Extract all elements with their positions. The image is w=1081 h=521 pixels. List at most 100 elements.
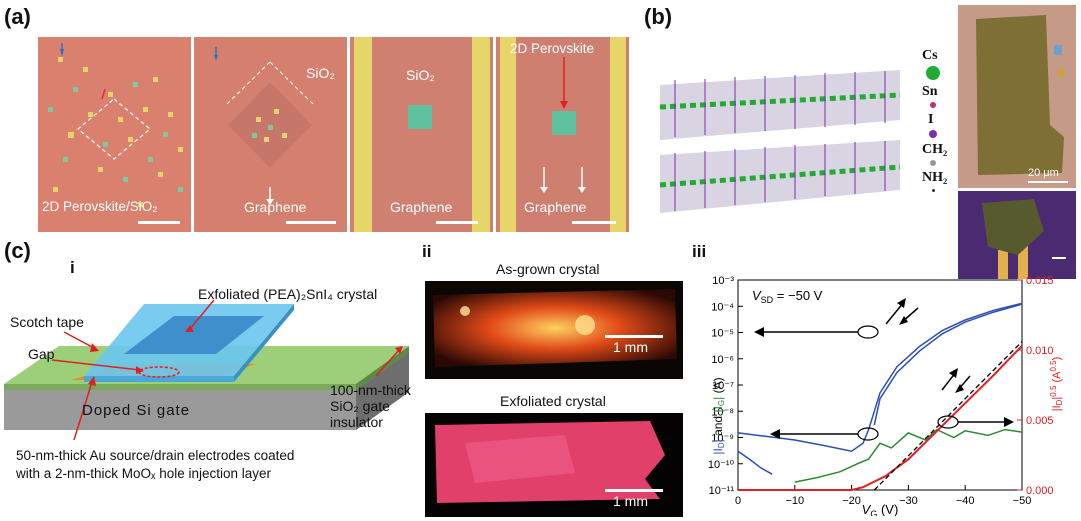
subpanel-ii-label: ii xyxy=(422,242,432,261)
y-right-tick-label: 0.015 xyxy=(1026,275,1054,287)
y-right-tick-label: 0.010 xyxy=(1026,345,1054,357)
scale-label-top: 1 mm xyxy=(613,339,648,355)
legend-nh2-label: NH₂ xyxy=(922,170,948,185)
tile-a4-top-label: 2D Perovskite xyxy=(510,41,595,56)
series-line-1 xyxy=(873,303,1023,426)
y-left-tick-label: 10⁻⁹ xyxy=(711,433,734,445)
series-line-2 xyxy=(737,450,773,475)
series-line-0 xyxy=(737,302,1023,452)
legend-ch2-swatch xyxy=(930,160,936,166)
x-axis-label: VG (V) xyxy=(862,502,899,516)
series-line-3 xyxy=(794,428,1023,483)
panel-b-letter: (b) xyxy=(644,4,673,29)
tile-a4-bottom-label: Graphene xyxy=(524,199,587,215)
subpanel-iii-label: iii xyxy=(692,242,707,261)
tile-a3-bottom-label: Graphene xyxy=(390,199,453,215)
legend-sn-swatch xyxy=(930,102,936,108)
electrode-label-1: 50-nm-thick Au source/drain electrodes c… xyxy=(16,448,295,463)
y-right-tick-label: 0.005 xyxy=(1026,415,1054,427)
x-tick-label: −40 xyxy=(956,495,975,507)
y-axis-right-label: |ID|0.5 (A0.5) xyxy=(1049,357,1064,412)
flakes-scatter-a1 xyxy=(48,43,183,207)
tape-label: Scotch tape xyxy=(10,314,84,330)
scale-bar-photo-top xyxy=(605,335,663,338)
electrode-left-a4 xyxy=(500,37,516,232)
electrode-left-b xyxy=(998,235,1008,279)
scale-label-bottom: 1 mm xyxy=(613,493,648,509)
micrograph-a1: 2D Perovskite/SiO₂ xyxy=(38,37,191,232)
legend-cs-swatch xyxy=(926,66,940,80)
crystal-label: Exfoliated (PEA)₂SnI₄ crystal xyxy=(198,286,378,302)
legend-cs-label: Cs xyxy=(922,48,938,63)
chart-annotations xyxy=(754,298,1014,441)
electrode-label-2: with a 2-nm-thick MoOₓ hole injection la… xyxy=(16,466,272,481)
scale-bar-a1 xyxy=(138,221,180,224)
x-tick-label: −20 xyxy=(842,495,861,507)
micrograph-a3: SiO₂ Graphene xyxy=(350,37,493,232)
y-left-tick-label: 10⁻⁴ xyxy=(711,301,734,313)
photo-bottom-title: Exfoliated crystal xyxy=(500,393,606,409)
oxide-label-2: SiO₂ gate xyxy=(330,398,390,414)
x-tick-label: −50 xyxy=(1013,495,1032,507)
photo-exfoliated: 1 mm xyxy=(425,413,683,517)
y-right-tick-label: 0.000 xyxy=(1026,485,1054,497)
legend-nh2-swatch xyxy=(932,189,935,192)
tile-a1-label: 2D Perovskite/SiO₂ xyxy=(42,199,158,214)
lower-layer xyxy=(659,140,901,213)
legend-sn-label: Sn xyxy=(922,84,938,99)
y-left-tick-label: 10⁻⁶ xyxy=(711,354,734,366)
crystal-structure xyxy=(659,70,901,213)
photo-top-title: As-grown crystal xyxy=(496,261,600,277)
exfoliated-crystal-image xyxy=(435,421,665,503)
electrode-right-b xyxy=(1018,235,1028,279)
scale-bar-a3 xyxy=(436,221,478,224)
micrograph-a2: SiO₂ Graphene xyxy=(194,37,347,232)
gate-label: Doped Si gate xyxy=(82,402,191,419)
device-schematic xyxy=(4,299,409,441)
y-left-tick-label: 10⁻³ xyxy=(712,275,734,287)
y-left-tick-label: 10⁻⁸ xyxy=(711,406,734,418)
flake-b-bottom xyxy=(982,199,1044,255)
flake-b-top xyxy=(976,15,1064,175)
scale-label-b: 20 μm xyxy=(1028,167,1059,179)
oxide-label-1: 100-nm-thick xyxy=(330,382,411,398)
scale-bar-a2 xyxy=(286,221,336,224)
transfer-curve-chart: 10⁻¹¹ 10⁻¹⁰ 10⁻⁹ 10⁻⁸ 10⁻⁷ 10⁻⁶ 10⁻⁵ 10⁻⁴ 10⁻³ 0… xyxy=(708,275,1064,516)
series-line-4 xyxy=(738,345,1023,491)
oxide-label-3: insulator xyxy=(330,414,383,430)
panel-c-letter: (c) xyxy=(4,238,31,263)
tile-a3-top-label: SiO₂ xyxy=(406,67,435,83)
as-grown-crystal-image xyxy=(433,289,677,367)
photo-as-grown: 1 mm xyxy=(425,281,683,379)
scale-bar-b-top xyxy=(1028,181,1068,183)
structure-legend: Cs Sn I CH₂ NH₂ xyxy=(922,48,962,192)
scale-bar-b-bottom xyxy=(1052,257,1066,259)
arrows-a4 xyxy=(540,57,586,193)
diamond-region-a2 xyxy=(214,47,315,205)
perovskite-flake-a3 xyxy=(408,105,432,129)
y-left-tick-label: 10⁻⁵ xyxy=(711,328,734,340)
vsd-annotation: VSD = −50 V xyxy=(752,288,823,305)
electrode-right-a4 xyxy=(610,37,626,232)
tile-a2-bottom-label: Graphene xyxy=(244,199,307,215)
gap-label: Gap xyxy=(28,346,55,362)
legend-i-label: I xyxy=(928,112,934,127)
y-left-tick-label: 10⁻¹¹ xyxy=(709,485,735,497)
tile-a2-top-label: SiO₂ xyxy=(306,65,335,81)
y-left-tick-label: 10⁻⁷ xyxy=(712,380,734,392)
x-tick-label: −10 xyxy=(785,495,804,507)
legend-i-swatch xyxy=(929,130,937,138)
micrograph-b-bottom xyxy=(958,191,1076,279)
upper-layer xyxy=(659,70,901,140)
perovskite-flake-a4 xyxy=(552,111,576,135)
x-tick-label: −30 xyxy=(899,495,918,507)
y-axis-left-label: |ID| and |IG| (A) xyxy=(711,377,726,454)
electrode-left-a3 xyxy=(354,37,372,232)
scale-bar-a4 xyxy=(572,221,616,224)
scale-bar-photo-bottom xyxy=(605,489,663,492)
panel-a-letter: (a) xyxy=(4,4,31,29)
electrode-right-a3 xyxy=(472,37,490,232)
legend-ch2-label: CH₂ xyxy=(922,142,948,157)
y-left-tick-label: 10⁻¹⁰ xyxy=(708,459,735,471)
micrograph-a4: 2D Perovskite Graphene xyxy=(496,37,629,232)
